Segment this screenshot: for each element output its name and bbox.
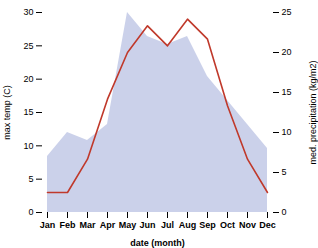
svg-text:date (month): date (month)	[130, 238, 185, 248]
svg-text:25: 25	[282, 7, 292, 17]
svg-text:May: May	[119, 220, 137, 230]
svg-text:20: 20	[23, 74, 33, 84]
svg-text:Aug: Aug	[179, 220, 197, 230]
svg-text:5: 5	[28, 174, 33, 184]
svg-text:max temp (C): max temp (C)	[2, 85, 12, 140]
svg-text:Jul: Jul	[161, 220, 174, 230]
svg-text:20: 20	[282, 47, 292, 57]
svg-text:Nov: Nov	[239, 220, 256, 230]
svg-text:25: 25	[23, 41, 33, 51]
svg-text:15: 15	[282, 87, 292, 97]
svg-text:Sep: Sep	[199, 220, 216, 230]
svg-text:0: 0	[28, 207, 33, 217]
svg-text:med. precipitation (kg/m2): med. precipitation (kg/m2)	[308, 60, 318, 164]
svg-text:10: 10	[23, 141, 33, 151]
svg-text:Apr: Apr	[100, 220, 116, 230]
svg-text:Jun: Jun	[139, 220, 155, 230]
svg-text:Mar: Mar	[79, 220, 96, 230]
svg-text:Jan: Jan	[40, 220, 56, 230]
svg-text:Dec: Dec	[259, 220, 276, 230]
svg-text:15: 15	[23, 107, 33, 117]
svg-text:0: 0	[282, 207, 287, 217]
svg-text:Oct: Oct	[220, 220, 235, 230]
svg-text:10: 10	[282, 127, 292, 137]
svg-text:5: 5	[282, 167, 287, 177]
svg-text:30: 30	[23, 7, 33, 17]
svg-text:Feb: Feb	[59, 220, 76, 230]
